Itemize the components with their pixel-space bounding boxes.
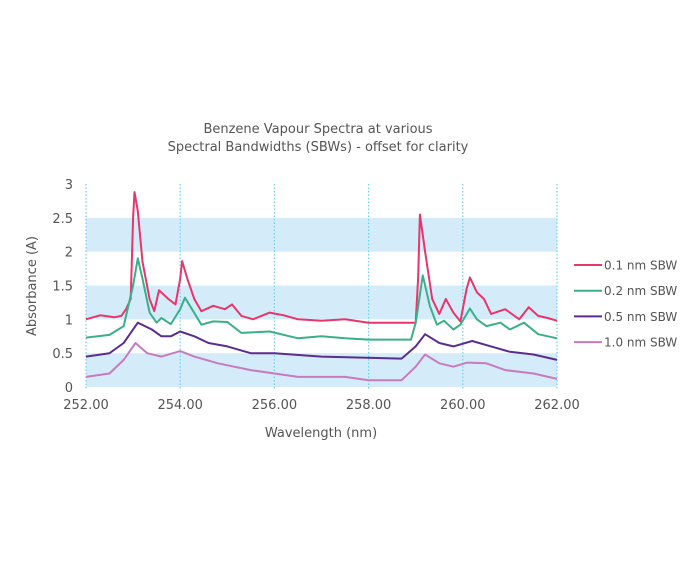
x-axis-label: Wavelength (nm) [265, 426, 377, 441]
band [86, 353, 557, 387]
legend-label: 1.0 nm SBW [604, 336, 677, 350]
series-line-2 [85, 321, 558, 361]
y-tick-label: 2 [65, 246, 73, 261]
band [86, 217, 557, 252]
y-tick-label: 3 [65, 178, 73, 193]
chart-title-line1: Benzene Vapour Spectra at various [203, 122, 432, 137]
x-tick-label: 262.00 [534, 398, 580, 413]
series-line-3 [85, 342, 558, 382]
y-tick-label: 1.5 [52, 280, 73, 295]
x-tick-label: 260.00 [440, 398, 486, 413]
chart-title-line2: Spectral Bandwidths (SBWs) - offset for … [168, 140, 469, 155]
legend: 0.1 nm SBW 0.2 nm SBW 0.5 nm SBW 1.0 nm SBW [574, 259, 677, 350]
band [86, 285, 557, 320]
legend-label: 0.1 nm SBW [604, 259, 677, 273]
y-tick-label: 1 [65, 313, 73, 328]
series-line-0 [85, 191, 558, 324]
series-line-1 [85, 257, 558, 341]
y-tick-label: 0 [65, 381, 73, 396]
y-tick-label: 0.5 [52, 347, 73, 362]
legend-label: 0.5 nm SBW [604, 310, 677, 324]
y-axis-label: Absorbance (A) [25, 236, 40, 336]
x-tick-label: 256.00 [252, 398, 298, 413]
x-tick-label: 252.00 [63, 398, 109, 413]
y-tick-label: 2.5 [52, 212, 73, 227]
legend-label: 0.2 nm SBW [604, 284, 677, 298]
x-tick-label: 258.00 [346, 398, 392, 413]
x-tick-label: 254.00 [157, 398, 203, 413]
